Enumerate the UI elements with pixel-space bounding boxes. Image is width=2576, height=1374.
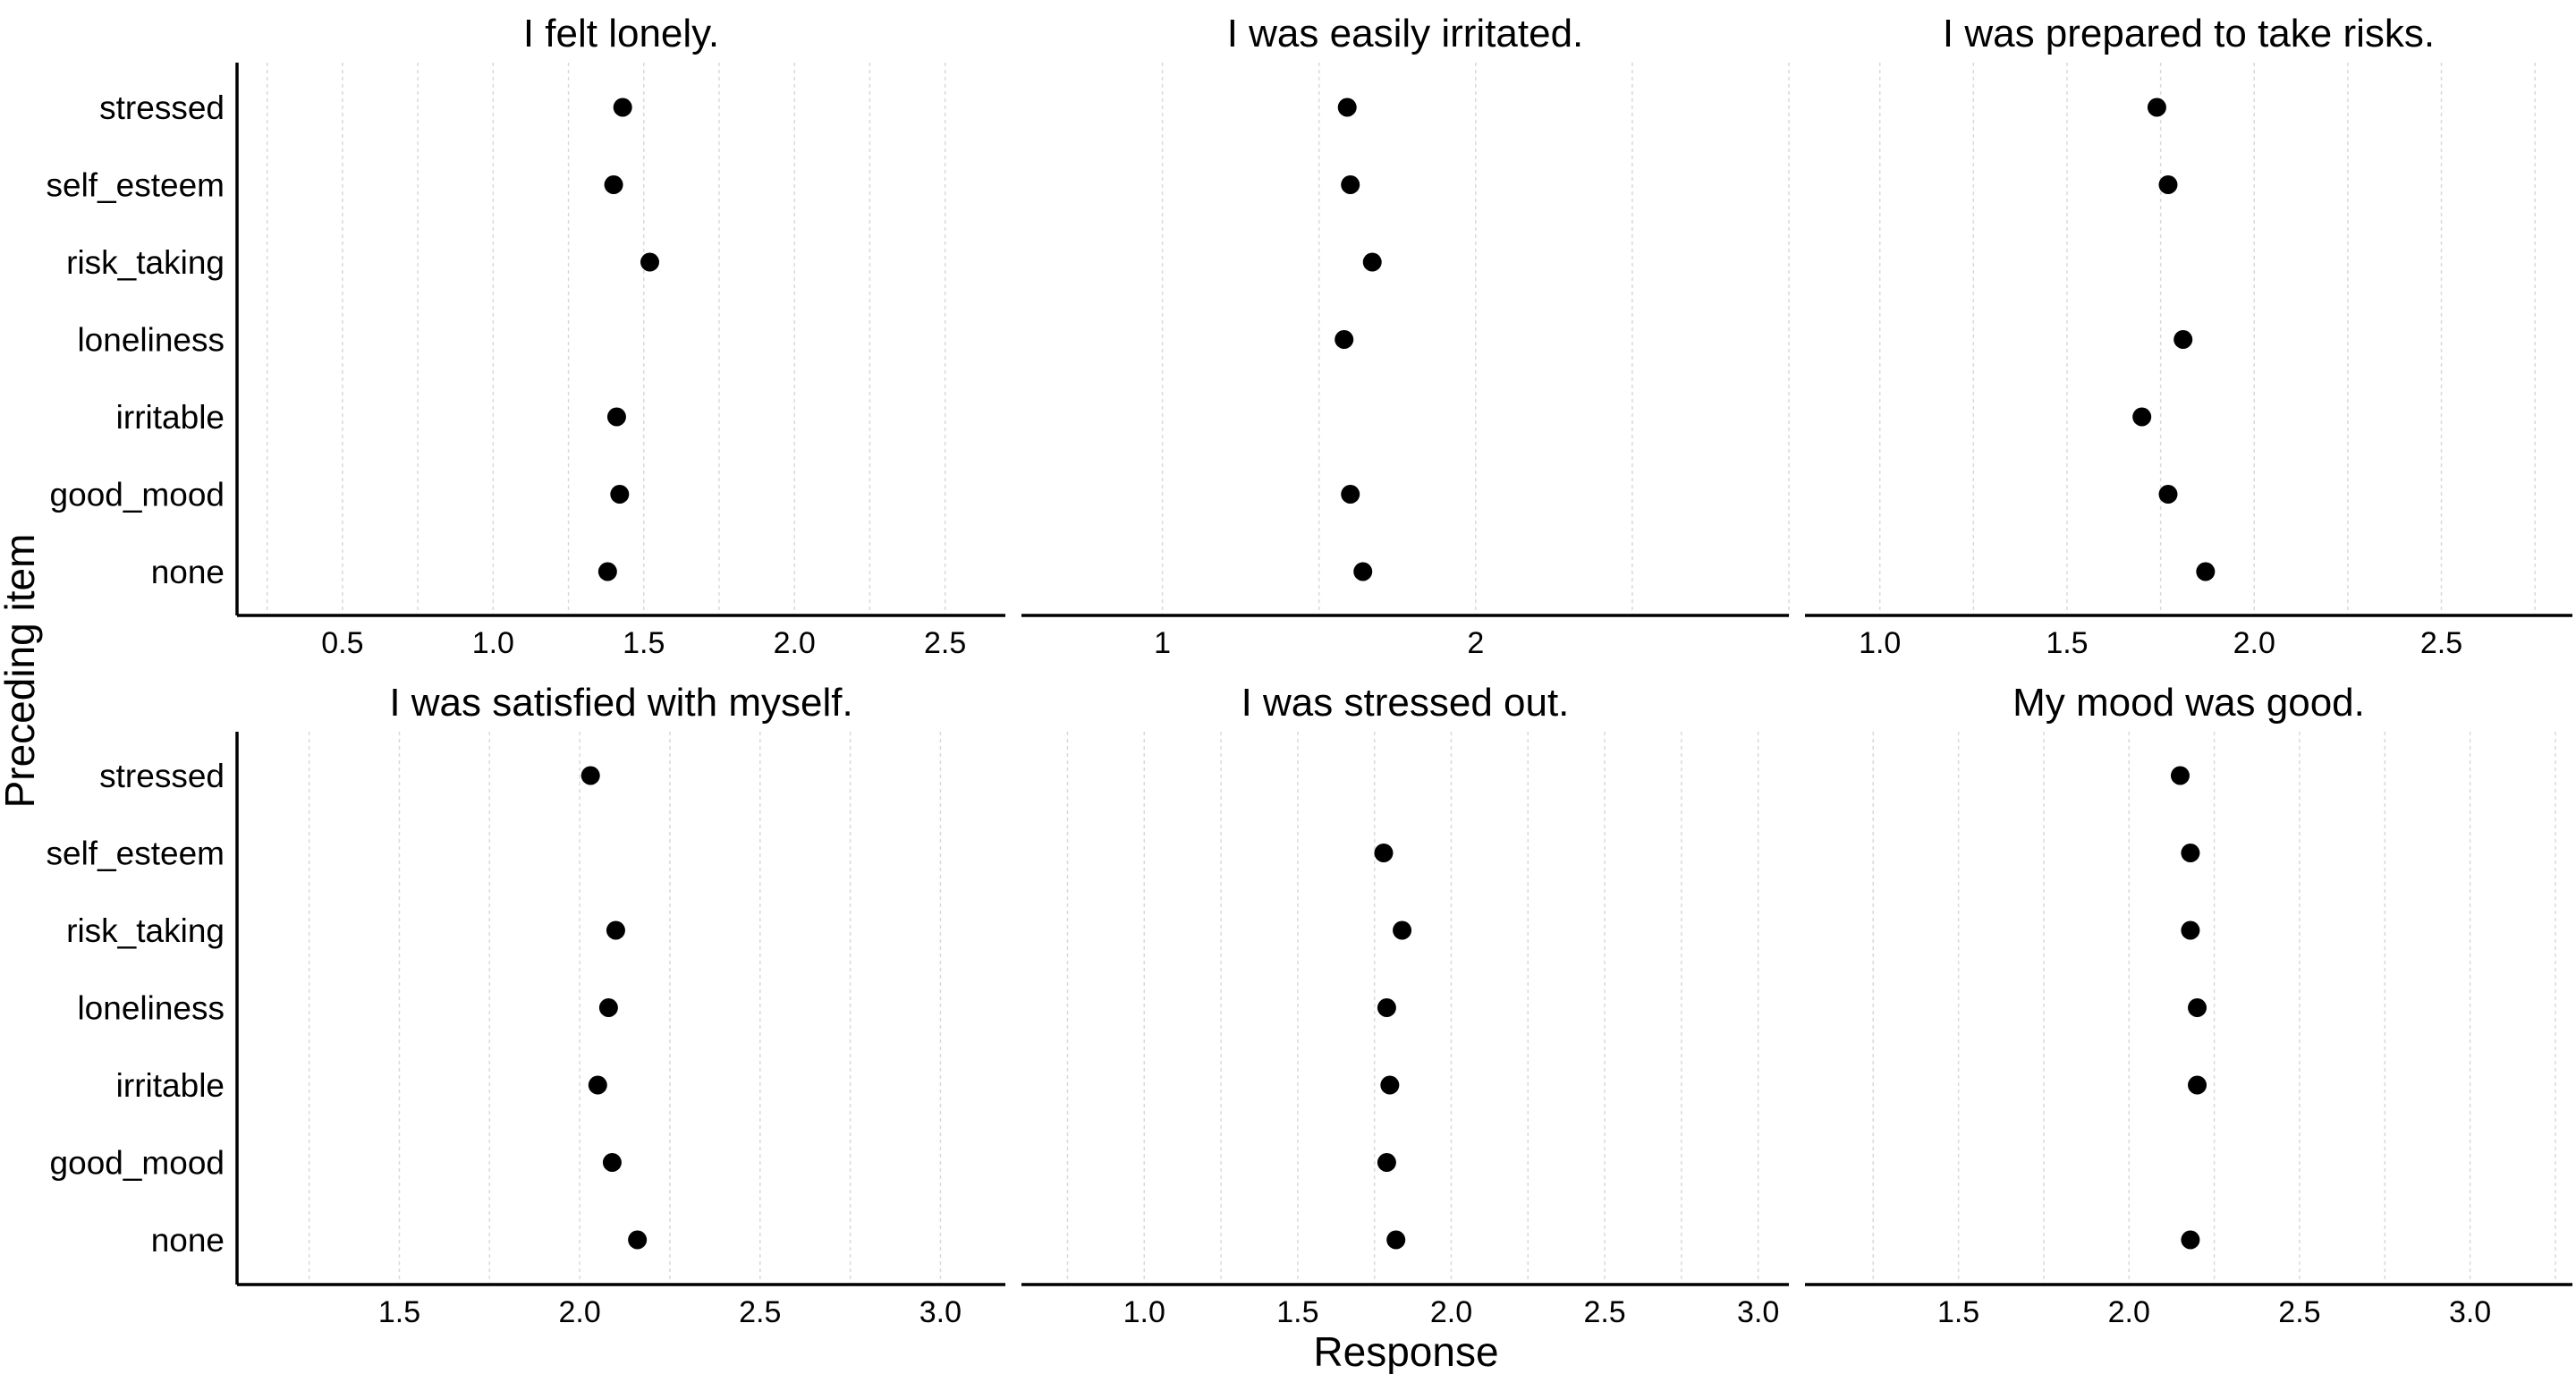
data-point xyxy=(597,562,617,581)
x-tick-label: 1.5 xyxy=(378,1295,420,1329)
panel-title: I felt lonely. xyxy=(523,12,719,55)
data-point xyxy=(1386,1230,1406,1250)
data-point xyxy=(1353,562,1373,581)
data-point xyxy=(2181,920,2200,940)
x-tick-label: 2.0 xyxy=(558,1295,600,1329)
category-label: none xyxy=(151,1222,225,1259)
x-tick-label: 2.5 xyxy=(739,1295,781,1329)
panel-5: I was stressed out. 1.0 1.5 2.0 2.5 3.0 xyxy=(1021,681,1789,1329)
data-point xyxy=(2188,1075,2207,1095)
x-tick-label: 0.5 xyxy=(321,626,363,660)
category-label: irritable xyxy=(116,399,225,436)
data-point xyxy=(1393,920,1412,940)
panel-1: I felt lonely. 0.5 1.0 1.5 2.0 2.5 stressed sel… xyxy=(47,12,1005,660)
data-point xyxy=(2174,330,2193,349)
category-label: none xyxy=(151,554,225,590)
panel-title: My mood was good. xyxy=(2012,681,2365,725)
data-point xyxy=(602,1153,622,1172)
data-point xyxy=(1337,98,1357,117)
y-axis-title: Preceding item xyxy=(0,534,43,809)
category-label: loneliness xyxy=(77,990,225,1027)
data-point xyxy=(606,920,625,940)
data-point xyxy=(606,407,626,427)
data-point xyxy=(640,252,660,272)
panel-3: I was prepared to take risks. 1.0 1.5 2.0 2.… xyxy=(1805,12,2572,660)
data-point xyxy=(2147,98,2166,117)
data-point xyxy=(1380,1075,1400,1095)
category-label: stressed xyxy=(99,758,225,794)
data-point xyxy=(613,98,632,117)
x-tick-label: 1 xyxy=(1154,626,1171,660)
x-tick-label: 2.5 xyxy=(2420,626,2462,660)
x-tick-label: 2.0 xyxy=(1430,1295,1472,1329)
data-point xyxy=(1335,330,1354,349)
data-point xyxy=(2170,766,2190,785)
data-point xyxy=(1362,252,1382,272)
data-point xyxy=(610,485,630,504)
x-tick-label: 1.5 xyxy=(1937,1295,1979,1329)
x-tick-label: 2.0 xyxy=(774,626,816,660)
panel-6: My mood was good. 1.5 2.0 2.5 3.0 xyxy=(1805,681,2572,1329)
data-point xyxy=(1377,1153,1396,1172)
x-tick-label: 1.5 xyxy=(1276,1295,1318,1329)
x-tick-label: 3.0 xyxy=(919,1295,962,1329)
data-point xyxy=(1377,998,1396,1017)
category-label: stressed xyxy=(99,89,225,126)
data-point xyxy=(2132,407,2152,427)
data-point xyxy=(580,766,600,785)
category-label: loneliness xyxy=(77,322,225,359)
data-point xyxy=(2188,998,2207,1017)
category-label: irritable xyxy=(116,1067,225,1104)
x-tick-label: 2.5 xyxy=(1583,1295,1625,1329)
x-axis-title: Response xyxy=(1313,1328,1498,1374)
x-tick-label: 1.0 xyxy=(472,626,514,660)
data-point xyxy=(2196,562,2216,581)
data-point xyxy=(2158,485,2178,504)
data-point xyxy=(604,175,623,194)
category-label: self_esteem xyxy=(47,835,225,872)
x-tick-label: 3.0 xyxy=(2449,1295,2491,1329)
x-tick-label: 2.5 xyxy=(2278,1295,2320,1329)
data-point xyxy=(1341,175,1360,194)
panel-2: I was easily irritated. 1 2 xyxy=(1021,12,1790,660)
x-tick-label: 1.0 xyxy=(1123,1295,1165,1329)
category-label: risk_taking xyxy=(66,244,225,281)
data-point xyxy=(598,998,618,1017)
data-point xyxy=(1341,485,1360,504)
panel-title: I was stressed out. xyxy=(1241,681,1570,725)
data-point xyxy=(1374,844,1394,862)
panel-title: I was prepared to take risks. xyxy=(1943,12,2435,55)
data-point xyxy=(2158,175,2178,194)
x-tick-label: 2.0 xyxy=(2233,626,2275,660)
data-point xyxy=(588,1075,607,1095)
data-point xyxy=(628,1230,648,1250)
x-tick-label: 1.5 xyxy=(623,626,665,660)
x-tick-label: 2 xyxy=(1467,626,1484,660)
category-label: good_mood xyxy=(50,477,225,513)
x-tick-label: 2.0 xyxy=(2108,1295,2150,1329)
x-tick-label: 1.5 xyxy=(2046,626,2088,660)
data-point xyxy=(2181,844,2200,862)
x-tick-label: 2.5 xyxy=(924,626,966,660)
panels-group: I felt lonely. 0.5 1.0 1.5 2.0 2.5 stressed sel… xyxy=(47,12,2572,1329)
category-label: good_mood xyxy=(50,1145,225,1182)
panel-title: I was easily irritated. xyxy=(1227,12,1584,55)
data-point xyxy=(2181,1230,2200,1250)
panel-title: I was satisfied with myself. xyxy=(389,681,852,725)
x-tick-label: 1.0 xyxy=(1859,626,1901,660)
x-tick-label: 3.0 xyxy=(1737,1295,1779,1329)
panel-4: I was satisfied with myself. 1.5 2.0 2.5 3.0… xyxy=(47,681,1005,1329)
category-label: self_esteem xyxy=(47,167,225,204)
category-label: risk_taking xyxy=(66,912,225,949)
